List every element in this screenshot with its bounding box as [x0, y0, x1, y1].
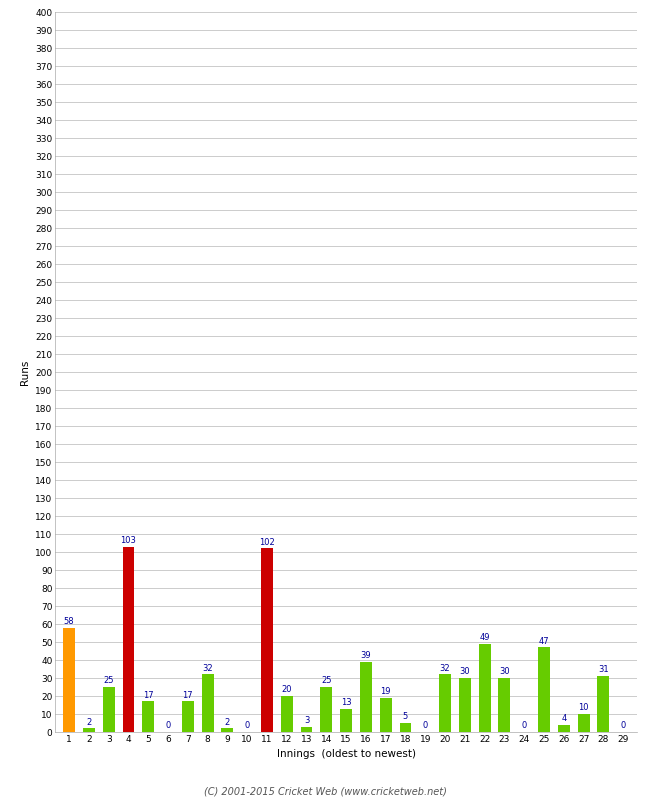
- Text: 47: 47: [539, 637, 549, 646]
- Bar: [597, 676, 609, 732]
- Bar: [103, 687, 114, 732]
- Text: 19: 19: [380, 687, 391, 696]
- Bar: [123, 546, 135, 732]
- Text: 31: 31: [598, 666, 608, 674]
- Text: 20: 20: [281, 685, 292, 694]
- Bar: [340, 709, 352, 732]
- Text: 4: 4: [561, 714, 566, 723]
- Text: 2: 2: [225, 718, 230, 726]
- Text: 0: 0: [244, 722, 250, 730]
- Text: 103: 103: [120, 536, 136, 545]
- Text: 30: 30: [460, 667, 470, 676]
- Bar: [478, 644, 491, 732]
- Text: 2: 2: [86, 718, 92, 726]
- Bar: [281, 696, 292, 732]
- Text: 32: 32: [440, 664, 450, 673]
- Text: (C) 2001-2015 Cricket Web (www.cricketweb.net): (C) 2001-2015 Cricket Web (www.cricketwe…: [203, 786, 447, 796]
- Text: 10: 10: [578, 703, 589, 712]
- Bar: [300, 726, 313, 732]
- Bar: [202, 674, 214, 732]
- X-axis label: Innings  (oldest to newest): Innings (oldest to newest): [277, 750, 415, 759]
- Text: 5: 5: [403, 712, 408, 722]
- Text: 49: 49: [480, 633, 490, 642]
- Text: 32: 32: [202, 664, 213, 673]
- Text: 39: 39: [361, 651, 371, 660]
- Text: 13: 13: [341, 698, 352, 707]
- Text: 3: 3: [304, 716, 309, 725]
- Bar: [182, 702, 194, 732]
- Text: 58: 58: [64, 617, 74, 626]
- Text: 0: 0: [621, 722, 626, 730]
- Text: 25: 25: [321, 676, 332, 685]
- Bar: [360, 662, 372, 732]
- Bar: [222, 729, 233, 732]
- Text: 30: 30: [499, 667, 510, 676]
- Bar: [320, 687, 332, 732]
- Text: 17: 17: [183, 690, 193, 699]
- Bar: [83, 729, 95, 732]
- Bar: [538, 647, 550, 732]
- Bar: [439, 674, 451, 732]
- Text: 25: 25: [103, 676, 114, 685]
- Text: 0: 0: [165, 722, 171, 730]
- Bar: [499, 678, 510, 732]
- Bar: [578, 714, 590, 732]
- Text: 0: 0: [521, 722, 527, 730]
- Text: 0: 0: [422, 722, 428, 730]
- Bar: [400, 723, 411, 732]
- Bar: [558, 725, 569, 732]
- Bar: [142, 702, 154, 732]
- Bar: [380, 698, 392, 732]
- Text: 102: 102: [259, 538, 275, 546]
- Bar: [63, 627, 75, 732]
- Bar: [459, 678, 471, 732]
- Bar: [261, 549, 273, 732]
- Y-axis label: Runs: Runs: [20, 359, 30, 385]
- Text: 17: 17: [143, 690, 153, 699]
